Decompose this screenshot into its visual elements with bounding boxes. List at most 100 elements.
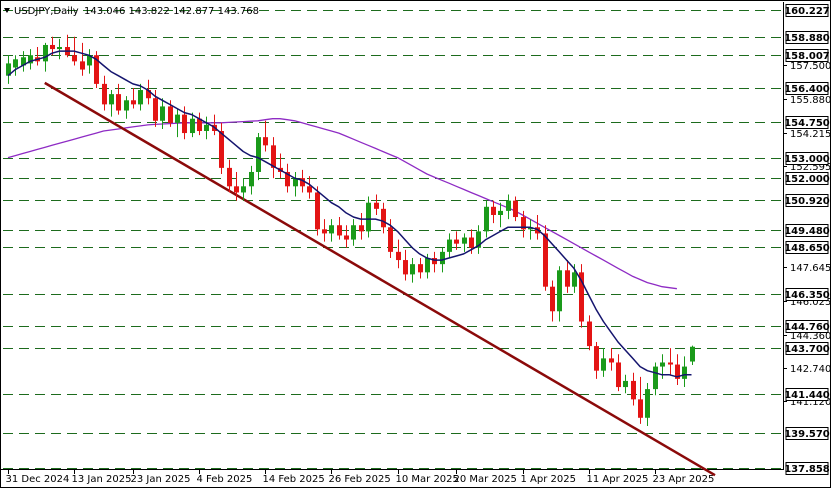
candle-body <box>234 186 239 193</box>
candle-body <box>227 167 232 187</box>
candle <box>521 210 526 238</box>
x-tick-label: 23 Jan 2025 <box>131 474 191 485</box>
candle <box>256 133 261 181</box>
candle-body <box>153 98 158 121</box>
x-tick-label: 1 Apr 2025 <box>521 474 576 485</box>
ma-fast-line <box>7 50 692 378</box>
dropdown-triangle-icon[interactable] <box>4 8 10 13</box>
level-label-box <box>785 388 829 401</box>
y-tick-label: 154.215 <box>790 129 831 140</box>
candle-body <box>572 272 577 287</box>
candle <box>653 362 658 396</box>
candle <box>432 251 437 273</box>
trendline <box>44 81 716 477</box>
y-tick-label: 155.880 <box>790 95 831 106</box>
candle <box>271 137 276 179</box>
candle-body <box>425 258 430 273</box>
candle-body <box>138 90 143 105</box>
candle-body <box>374 202 379 209</box>
candle-body <box>668 362 673 365</box>
candle <box>337 217 342 240</box>
candle <box>631 372 636 406</box>
candle <box>190 112 195 138</box>
y-tick-label: 157.500 <box>790 61 831 72</box>
candle-body <box>329 225 334 234</box>
y-tick-label: 144.360 <box>790 331 831 342</box>
level-label-box <box>785 342 829 355</box>
candle <box>175 108 180 138</box>
candle <box>28 49 33 70</box>
level-label: 156.400 <box>784 84 830 95</box>
candle <box>418 258 423 279</box>
candle <box>623 374 628 394</box>
candle-body <box>249 171 254 187</box>
x-tick-label: 13 Jan 2025 <box>72 474 132 485</box>
candle <box>616 354 621 392</box>
candle-body <box>631 380 636 400</box>
level-label: 149.480 <box>784 226 830 237</box>
level-label: 150.920 <box>784 196 830 207</box>
candle-body <box>300 178 305 187</box>
candle <box>601 348 606 377</box>
level-label-box <box>785 462 829 475</box>
candle <box>513 196 518 222</box>
ma-fast <box>7 50 692 378</box>
candle <box>197 112 202 136</box>
candle-body <box>72 55 77 62</box>
candle-body <box>131 100 136 105</box>
candle-body <box>175 114 180 123</box>
candle <box>476 225 481 254</box>
candle-body <box>653 366 658 390</box>
candle <box>403 249 408 281</box>
y-tick-label: 146.025 <box>790 297 831 308</box>
candle-body <box>116 94 121 111</box>
candle <box>484 200 489 238</box>
candle-body <box>498 210 503 215</box>
candle-body <box>94 55 99 84</box>
level-label-box <box>785 82 829 95</box>
candle-body <box>616 362 621 388</box>
candle <box>116 83 121 115</box>
level-label: 160.227 <box>784 6 830 17</box>
x-tick-label: 31 Dec 2024 <box>6 474 70 485</box>
candle <box>675 354 680 386</box>
candle <box>410 258 415 283</box>
candle-body <box>543 233 548 287</box>
candle-body <box>28 55 33 64</box>
level-lines <box>3 10 783 469</box>
trendline-group <box>44 81 716 477</box>
candle <box>329 219 334 242</box>
candle <box>638 376 643 424</box>
candle <box>381 202 386 234</box>
candle-body <box>432 258 437 265</box>
level-label-box <box>785 320 829 333</box>
candle-body <box>660 362 665 367</box>
x-tick-label: 14 Feb 2025 <box>263 474 325 485</box>
candle-body <box>418 264 423 273</box>
x-tick-label: 20 Mar 2025 <box>454 474 517 485</box>
candle-body <box>204 124 209 132</box>
candle <box>565 260 570 293</box>
candle-body <box>381 208 386 228</box>
candle-body <box>285 171 290 187</box>
candle <box>219 122 224 175</box>
y-tick-label: 147.645 <box>790 263 831 274</box>
candle-body <box>521 217 526 230</box>
level-label: 148.650 <box>784 243 830 254</box>
candle <box>668 348 673 375</box>
candle <box>374 194 379 215</box>
candle-body <box>690 346 695 362</box>
level-label-box <box>785 116 829 129</box>
candle-body <box>484 206 489 232</box>
x-tick-label: 26 Feb 2025 <box>329 474 391 485</box>
candle <box>609 348 614 371</box>
level-label-box <box>785 224 829 237</box>
x-tick-label: 11 Apr 2025 <box>587 474 649 485</box>
candle <box>344 225 349 248</box>
candle <box>366 196 371 238</box>
candle-body <box>462 237 467 244</box>
candle-body <box>168 106 173 123</box>
candle-body <box>550 286 555 312</box>
